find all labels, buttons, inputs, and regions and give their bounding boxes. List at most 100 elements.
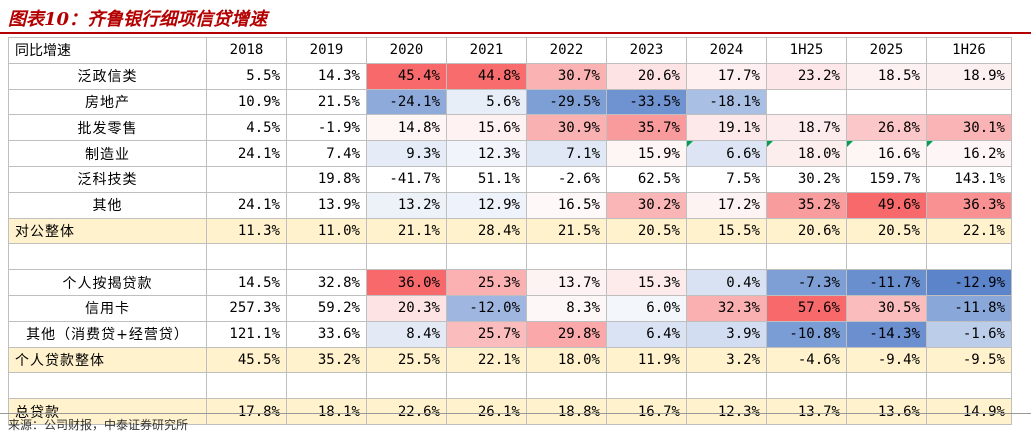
value-cell: 14.9% bbox=[926, 398, 1012, 425]
value-cell bbox=[686, 372, 767, 400]
value-cell: 26.8% bbox=[846, 114, 927, 142]
value-cell: -41.7% bbox=[366, 165, 447, 193]
value-cell: -2.6% bbox=[526, 165, 607, 193]
value-cell: 20.5% bbox=[846, 217, 927, 245]
value-cell: 18.9% bbox=[926, 62, 1012, 90]
value-cell: -10.8% bbox=[766, 320, 847, 348]
value-cell: 16.7% bbox=[606, 398, 687, 425]
value-cell: 4.5% bbox=[206, 114, 287, 142]
value-cell: 25.5% bbox=[366, 346, 447, 374]
value-cell: 13.9% bbox=[286, 191, 367, 219]
value-cell bbox=[206, 372, 287, 400]
table-body: 泛政信类 5.5% 14.3% 45.4% 44.8% 30.7% 20.6% 17.7% 23… bbox=[8, 62, 1012, 425]
value-cell: 14.5% bbox=[206, 269, 287, 296]
value-cell: -11.7% bbox=[846, 269, 927, 296]
column-header: 2019 bbox=[286, 37, 367, 64]
value-cell: 22.6% bbox=[366, 398, 447, 425]
value-cell: 44.8% bbox=[446, 62, 527, 90]
value-cell: -12.9% bbox=[926, 269, 1012, 296]
value-cell: 29.8% bbox=[526, 320, 607, 348]
value-cell: 35.7% bbox=[606, 114, 687, 142]
value-cell: 6.6% bbox=[686, 140, 767, 167]
value-cell bbox=[846, 88, 927, 116]
value-cell bbox=[606, 243, 687, 271]
column-header: 2021 bbox=[446, 37, 527, 64]
value-cell: 7.1% bbox=[526, 140, 607, 167]
value-cell bbox=[206, 243, 287, 271]
value-cell bbox=[526, 243, 607, 271]
table-row: 泛政信类 5.5% 14.3% 45.4% 44.8% 30.7% 20.6% 17.7% 23… bbox=[8, 62, 1012, 90]
value-cell: 57.6% bbox=[766, 294, 847, 322]
value-cell: 32.8% bbox=[286, 269, 367, 296]
value-cell: -9.5% bbox=[926, 346, 1012, 374]
value-cell bbox=[206, 165, 287, 193]
row-label: 其他 bbox=[8, 191, 207, 219]
loan-growth-table: 同比增速 2018 2019 2020 2021 2022 2023 2024 1H25 202… bbox=[8, 37, 1012, 425]
value-cell: 6.4% bbox=[606, 320, 687, 348]
value-cell: 25.3% bbox=[446, 269, 527, 296]
value-cell: 0.4% bbox=[686, 269, 767, 296]
value-cell: -9.4% bbox=[846, 346, 927, 374]
value-cell: 257.3% bbox=[206, 294, 287, 322]
row-label: 信用卡 bbox=[8, 294, 207, 322]
value-cell: -14.3% bbox=[846, 320, 927, 348]
value-cell bbox=[766, 88, 847, 116]
value-cell: 13.2% bbox=[366, 191, 447, 219]
table-row: 房地产 10.9% 21.5% -24.1% 5.6% -29.5% -33.5% -18.1… bbox=[8, 88, 1012, 116]
row-label: 对公整体 bbox=[8, 217, 207, 245]
value-cell: 20.3% bbox=[366, 294, 447, 322]
value-cell bbox=[926, 88, 1012, 116]
value-cell: 17.2% bbox=[686, 191, 767, 219]
value-cell: 19.8% bbox=[286, 165, 367, 193]
value-cell: 5.6% bbox=[446, 88, 527, 116]
value-cell: 12.9% bbox=[446, 191, 527, 219]
value-cell bbox=[286, 243, 367, 271]
value-cell: 8.4% bbox=[366, 320, 447, 348]
column-header: 2022 bbox=[526, 37, 607, 64]
value-cell: 17.7% bbox=[686, 62, 767, 90]
row-label: 批发零售 bbox=[8, 114, 207, 142]
value-cell: 143.1% bbox=[926, 165, 1012, 193]
row-label: 其他（消费贷+经营贷） bbox=[8, 320, 207, 348]
value-cell: 3.9% bbox=[686, 320, 767, 348]
row-label bbox=[8, 243, 207, 271]
total-row: 总贷款 17.8% 18.1% 22.6% 26.1% 18.8% 16.7% 12.3% 13… bbox=[8, 398, 1012, 425]
value-cell: 20.6% bbox=[766, 217, 847, 245]
value-cell: -18.1% bbox=[686, 88, 767, 116]
value-cell: 5.5% bbox=[206, 62, 287, 90]
value-cell: 18.0% bbox=[526, 346, 607, 374]
title-bar: 图表10：齐鲁银行细项信贷增速 bbox=[0, 0, 1031, 34]
value-cell: 30.9% bbox=[526, 114, 607, 142]
value-cell: 26.1% bbox=[446, 398, 527, 425]
value-cell bbox=[766, 243, 847, 271]
value-cell: 11.0% bbox=[286, 217, 367, 245]
value-cell: -12.0% bbox=[446, 294, 527, 322]
column-header: 2025 bbox=[846, 37, 927, 64]
footer-divider bbox=[0, 413, 1031, 414]
value-cell: 19.1% bbox=[686, 114, 767, 142]
row-label bbox=[8, 372, 207, 400]
value-cell: 121.1% bbox=[206, 320, 287, 348]
value-cell: 10.9% bbox=[206, 88, 287, 116]
value-cell: 36.3% bbox=[926, 191, 1012, 219]
value-cell: 159.7% bbox=[846, 165, 927, 193]
value-cell: 36.0% bbox=[366, 269, 447, 296]
value-cell: 20.6% bbox=[606, 62, 687, 90]
value-cell: 45.5% bbox=[206, 346, 287, 374]
table-row: 其他 24.1% 13.9% 13.2% 12.9% 16.5% 30.2% 17.2% 35.… bbox=[8, 191, 1012, 219]
value-cell: 12.3% bbox=[686, 398, 767, 425]
value-cell: -1.6% bbox=[926, 320, 1012, 348]
figure-title: 图表10：齐鲁银行细项信贷增速 bbox=[8, 9, 268, 30]
row-label: 制造业 bbox=[8, 140, 207, 167]
value-cell: 49.6% bbox=[846, 191, 927, 219]
value-cell: 8.3% bbox=[526, 294, 607, 322]
value-cell: 23.2% bbox=[766, 62, 847, 90]
value-cell bbox=[606, 372, 687, 400]
column-header: 1H25 bbox=[766, 37, 847, 64]
value-cell: 21.5% bbox=[286, 88, 367, 116]
source-note: 来源：公司财报，中泰证券研究所 bbox=[8, 418, 189, 432]
row-label: 房地产 bbox=[8, 88, 207, 116]
row-label: 个人贷款整体 bbox=[8, 346, 207, 374]
value-cell bbox=[846, 372, 927, 400]
column-header: 2020 bbox=[366, 37, 447, 64]
